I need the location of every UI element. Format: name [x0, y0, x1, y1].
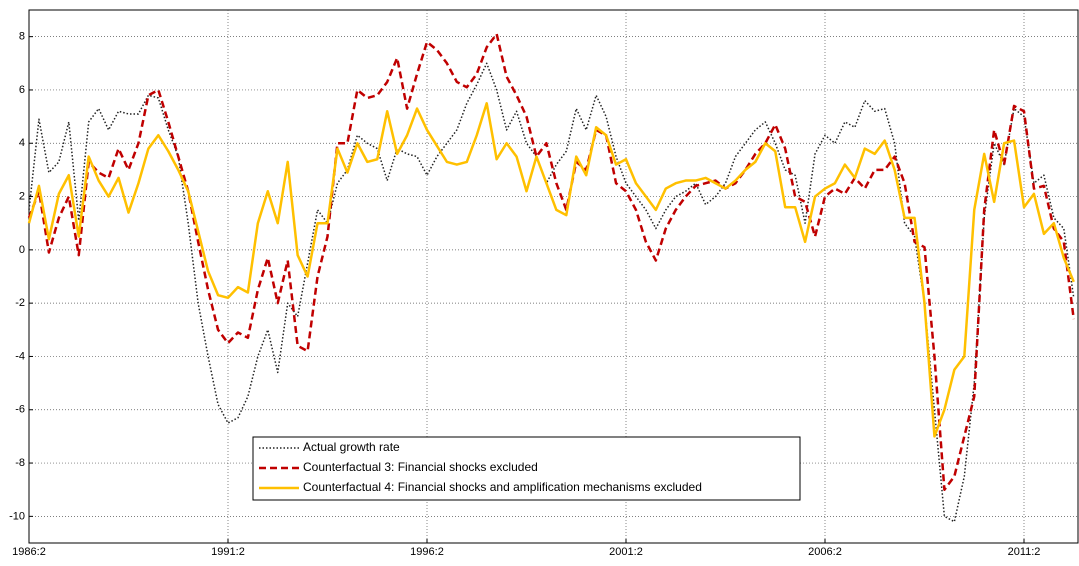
legend-label: Counterfactual 3: Financial shocks exclu… [303, 460, 538, 474]
data-line [28, 62, 1075, 523]
y-tick-label: -8 [15, 457, 25, 469]
legend-box [252, 436, 801, 501]
y-tick-label: -6 [15, 404, 25, 416]
data-line [27, 32, 1075, 491]
y-tick-label: -10 [9, 510, 25, 522]
x-tick-label: 1991:2 [211, 546, 245, 558]
legend-label: Counterfactual 4: Financial shocks and a… [303, 480, 702, 494]
x-tick-label: 2006:2 [808, 546, 842, 558]
legend: Actual growth rate Counterfactual 3: Fina… [252, 436, 801, 501]
y-tick-label: 0 [19, 244, 25, 256]
legend-label: Actual growth rate [303, 440, 400, 454]
y-tick-label: -2 [15, 297, 25, 309]
y-tick-label: 4 [19, 137, 25, 149]
y-tick-label: 6 [19, 84, 25, 96]
y-tick-label: 2 [19, 190, 25, 202]
y-tick-label: 8 [19, 31, 25, 43]
y-tick-label: -4 [15, 350, 25, 362]
x-tick-label: 2001:2 [609, 546, 643, 558]
x-tick-label: 2011:2 [1008, 546, 1041, 558]
x-tick-label: 1986:2 [12, 546, 46, 558]
data-line [27, 102, 1075, 438]
x-tick-label: 1996:2 [410, 546, 444, 558]
